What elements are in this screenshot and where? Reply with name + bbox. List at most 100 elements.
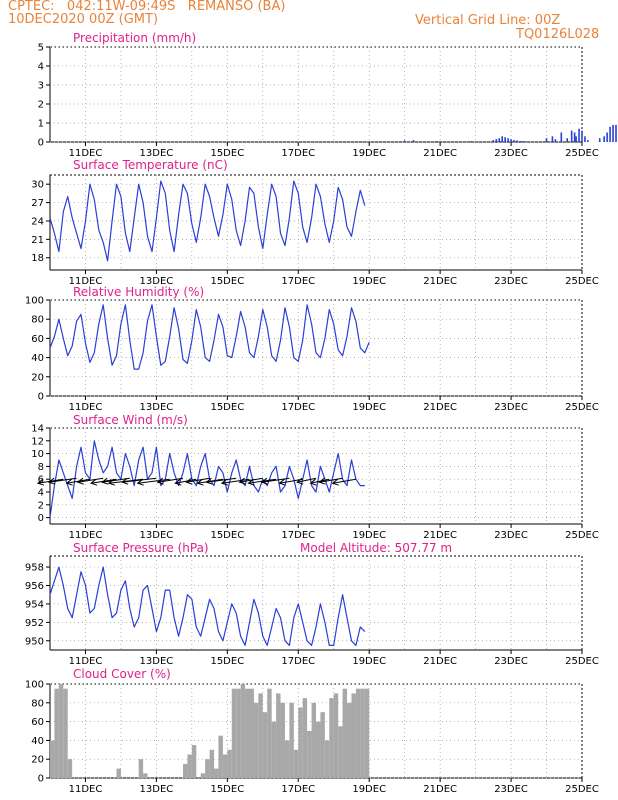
x-tick-label: 17DEC (281, 784, 315, 795)
cloud-bar (333, 693, 339, 778)
precip-bar (570, 130, 573, 142)
x-tick-label: 13DEC (140, 784, 174, 795)
x-tick-label: 19DEC (352, 402, 386, 413)
x-tick-label: 19DEC (352, 148, 386, 159)
y-tick-label: 950 (25, 636, 44, 647)
panel-title: Surface Pressure (hPa) (73, 541, 209, 555)
y-tick-label: 0 (38, 392, 44, 403)
wind-arrow-head (296, 477, 304, 485)
cloud-bar (320, 712, 325, 778)
wind-arrow (48, 477, 77, 483)
x-tick-label: 19DEC (352, 656, 386, 667)
x-tick-label: 19DEC (352, 784, 386, 795)
cloud-bar (218, 735, 223, 778)
x-tick-label: 23DEC (494, 530, 528, 541)
precip-bar (513, 140, 515, 142)
cloud-bar (253, 702, 259, 778)
x-tick-label: 25DEC (565, 656, 599, 667)
x-tick-label: 15DEC (210, 784, 244, 795)
wind-arrow-head (205, 477, 213, 485)
cloud-bar (231, 688, 237, 778)
series-line (49, 440, 365, 518)
precip-bar (545, 138, 548, 142)
wind-arrow-head (107, 478, 116, 486)
precip-bar (587, 140, 589, 142)
wind-arrow-head (174, 478, 182, 486)
cloud-bar (50, 740, 55, 778)
wind-arrow-head (65, 478, 73, 486)
x-tick-label: 17DEC (281, 656, 315, 667)
wind-arrow (108, 478, 144, 484)
cloud-bar (351, 693, 356, 778)
wind-arrow-head (76, 477, 84, 485)
cloud-bar (280, 702, 285, 778)
precip-bar (510, 139, 512, 142)
x-tick-label: 17DEC (281, 148, 315, 159)
x-tick-label: 23DEC (494, 402, 528, 413)
precip-bar (315, 141, 317, 142)
y-tick-label: 10 (31, 449, 44, 460)
x-tick-label: 25DEC (565, 402, 599, 413)
precip-bar (436, 141, 438, 142)
cloud-bar (298, 707, 303, 778)
y-tick-label: 20 (31, 755, 44, 766)
precip-bar (495, 139, 498, 142)
precip-bar (492, 140, 495, 142)
cloud-bar (240, 684, 246, 778)
precip-bar (603, 136, 605, 142)
precip-bar (615, 124, 617, 142)
x-tick-label: 23DEC (494, 148, 528, 159)
cloud-bar (324, 740, 330, 778)
precip-bar (403, 140, 406, 142)
wind-arrow-head (331, 478, 339, 486)
cloud-bar (347, 702, 352, 778)
cloud-bar (227, 749, 232, 778)
y-tick-label: 4 (38, 62, 44, 73)
precip-bar (575, 136, 577, 142)
cloud-bar (307, 731, 312, 778)
wind-arrow (279, 478, 303, 484)
wind-arrow-head (121, 477, 129, 485)
y-tick-label: 60 (31, 334, 44, 345)
precip-bar (578, 128, 580, 142)
y-tick-label: 952 (25, 618, 44, 629)
wind-arrow (122, 477, 157, 483)
x-tick-label: 11DEC (69, 402, 103, 413)
cloud-bar (191, 745, 197, 778)
y-tick-label: 954 (25, 599, 44, 610)
wind-arrow-head (238, 477, 246, 485)
y-tick-label: 0 (38, 138, 44, 149)
x-tick-label: 25DEC (565, 530, 599, 541)
panel-annotation: Model Altitude: 507.77 m (300, 541, 452, 555)
panel-frame (49, 427, 583, 525)
x-tick-label: 21DEC (423, 784, 457, 795)
cloud-bar (262, 712, 268, 778)
grid-line-note: Vertical Grid Line: 00Z (415, 13, 561, 28)
cloud-bar (67, 759, 73, 778)
cloud-bar (364, 688, 370, 778)
precip-bar (470, 141, 472, 142)
cloud-bar (338, 726, 343, 778)
x-tick-label: 21DEC (423, 276, 457, 287)
cloud-bar (245, 688, 250, 778)
panel-frame (49, 174, 583, 271)
precip-bar (519, 141, 521, 142)
y-tick-label: 0 (38, 513, 44, 524)
x-tick-label: 13DEC (140, 148, 174, 159)
x-tick-label: 13DEC (140, 402, 174, 413)
panel-title: Relative Humidity (%) (73, 285, 204, 299)
x-tick-label: 23DEC (494, 276, 528, 287)
x-tick-label: 13DEC (140, 656, 174, 667)
y-tick-label: 4 (38, 488, 44, 499)
series-line (49, 566, 366, 647)
cloud-bar (183, 763, 188, 778)
wind-arrow (186, 477, 210, 483)
panel-frame (49, 46, 583, 143)
precip-bar (498, 138, 501, 142)
cloud-bar (342, 688, 348, 778)
wind-arrow (221, 478, 250, 484)
y-tick-label: 14 (31, 424, 44, 435)
x-tick-label: 15DEC (210, 276, 244, 287)
x-tick-label: 25DEC (565, 784, 599, 795)
